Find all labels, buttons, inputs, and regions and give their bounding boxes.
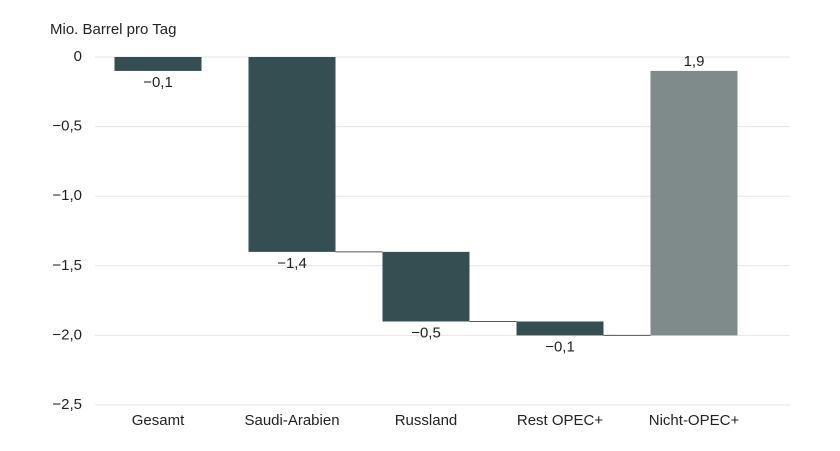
y-tick-label: −2,0 <box>52 326 82 343</box>
data-label: −0,1 <box>143 74 173 91</box>
data-label: −0,1 <box>545 338 575 355</box>
x-tick-label: Saudi-Arabien <box>244 412 339 429</box>
bar <box>114 57 202 71</box>
data-label: −1,4 <box>277 255 307 272</box>
y-tick-label: 0 <box>74 48 82 65</box>
y-tick-label: −2,5 <box>52 396 82 413</box>
y-tick-label: −1,0 <box>52 187 82 204</box>
y-axis-label: Mio. Barrel pro Tag <box>50 21 176 38</box>
x-tick-label: Nicht-OPEC+ <box>649 412 740 429</box>
data-label: 1,9 <box>684 53 705 70</box>
bar <box>650 70 738 336</box>
data-label: −0,5 <box>411 324 441 341</box>
y-tick-label: −0,5 <box>52 118 82 135</box>
x-tick-label: Gesamt <box>132 412 185 429</box>
x-tick-label: Rest OPEC+ <box>517 412 604 429</box>
bar <box>516 321 604 336</box>
x-tick-label: Russland <box>395 412 458 429</box>
y-tick-label: −1,5 <box>52 257 82 274</box>
bar <box>248 57 336 252</box>
bar <box>382 251 470 322</box>
